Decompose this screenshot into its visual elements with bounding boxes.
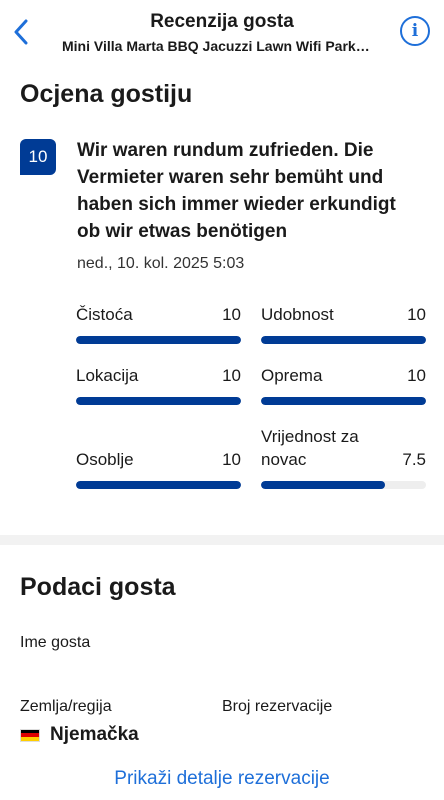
country-value: Njemačka: [20, 724, 222, 746]
rating-comfort: Udobnost 10: [261, 303, 426, 344]
rating-label: Vrijednost za novac: [261, 427, 359, 469]
info-icon: i: [411, 20, 419, 41]
rating-value: 10: [222, 305, 241, 324]
rating-bar-fill: [261, 481, 385, 489]
rating-bar-fill: [261, 397, 426, 405]
flag-stripe: [21, 736, 39, 741]
rating-label: Lokacija: [76, 366, 139, 385]
country-name: Njemačka: [50, 724, 139, 745]
category-ratings: Čistoća 10 Udobnost 10 Lokacija 10 Oprem…: [76, 303, 426, 509]
rating-staff: Osoblje 10: [76, 425, 241, 489]
rating-value: 7.5: [402, 450, 426, 469]
section-title-rating: Ocjena gostiju: [20, 80, 193, 108]
top-bar: Recenzija gosta Mini Villa Marta BBQ Jac…: [0, 0, 444, 66]
show-booking-details-link[interactable]: Prikaži detalje rezervacije: [114, 768, 330, 789]
rating-label: Udobnost: [261, 305, 334, 324]
rating-bar: [76, 397, 241, 405]
review: 10 Wir waren rundum zufrieden. Die Vermi…: [20, 137, 424, 273]
country-label: Zemlja/regija: [20, 698, 112, 715]
rating-bar: [76, 336, 241, 344]
section-divider: [0, 535, 444, 545]
guest-rating-section: Ocjena gostiju 10 Wir waren rundum zufri…: [0, 66, 444, 535]
info-button[interactable]: i: [400, 16, 430, 46]
review-text: Wir waren rundum zufrieden. Die Vermiete…: [77, 140, 396, 242]
rating-value: 10: [407, 305, 426, 324]
booking-number-label: Broj rezervacije: [222, 698, 333, 715]
rating-bar: [261, 481, 426, 489]
rating-label: Čistoća: [76, 305, 133, 324]
rating-label: Osoblje: [76, 450, 134, 469]
review-date: ned., 10. kol. 2025 5:03: [77, 255, 245, 272]
review-body: Wir waren rundum zufrieden. Die Vermiete…: [77, 137, 424, 273]
flag-stripe: [21, 729, 39, 734]
rating-value: 10: [222, 450, 241, 469]
page-title: Recenzija gosta: [150, 11, 294, 32]
section-title-guest: Podaci gosta: [20, 573, 176, 601]
rating-bar-fill: [76, 336, 241, 344]
rating-label: Oprema: [261, 366, 323, 385]
rating-value: 10: [222, 366, 241, 385]
rating-bar-fill: [76, 397, 241, 405]
score-badge: 10: [20, 139, 56, 175]
rating-value: 10: [407, 366, 426, 385]
rating-value-for-money: Vrijednost za novac 7.5: [261, 425, 426, 489]
rating-location: Lokacija 10: [76, 364, 241, 405]
rating-bar: [261, 336, 426, 344]
back-button[interactable]: [8, 14, 34, 50]
chevron-left-icon: [14, 19, 28, 45]
rating-bar-fill: [76, 481, 241, 489]
rating-facilities: Oprema 10: [261, 364, 426, 405]
rating-bar: [261, 397, 426, 405]
flag-stripe: [21, 733, 39, 737]
property-name: Mini Villa Marta BBQ Jacuzzi Lawn Wifi P…: [62, 38, 370, 54]
guest-name-label: Ime gosta: [20, 634, 91, 651]
booking-column: Broj rezervacije: [222, 698, 424, 746]
country-column: Zemlja/regija Njemačka: [20, 698, 222, 746]
rating-bar-fill: [261, 336, 426, 344]
guest-info-section: Podaci gosta Ime gosta Zemlja/regija Nje…: [0, 545, 444, 790]
rating-bar: [76, 481, 241, 489]
guest-details-row: Zemlja/regija Njemačka Broj rezervacije: [20, 698, 424, 746]
germany-flag-icon: [20, 728, 40, 742]
rating-cleanliness: Čistoća 10: [76, 303, 241, 344]
